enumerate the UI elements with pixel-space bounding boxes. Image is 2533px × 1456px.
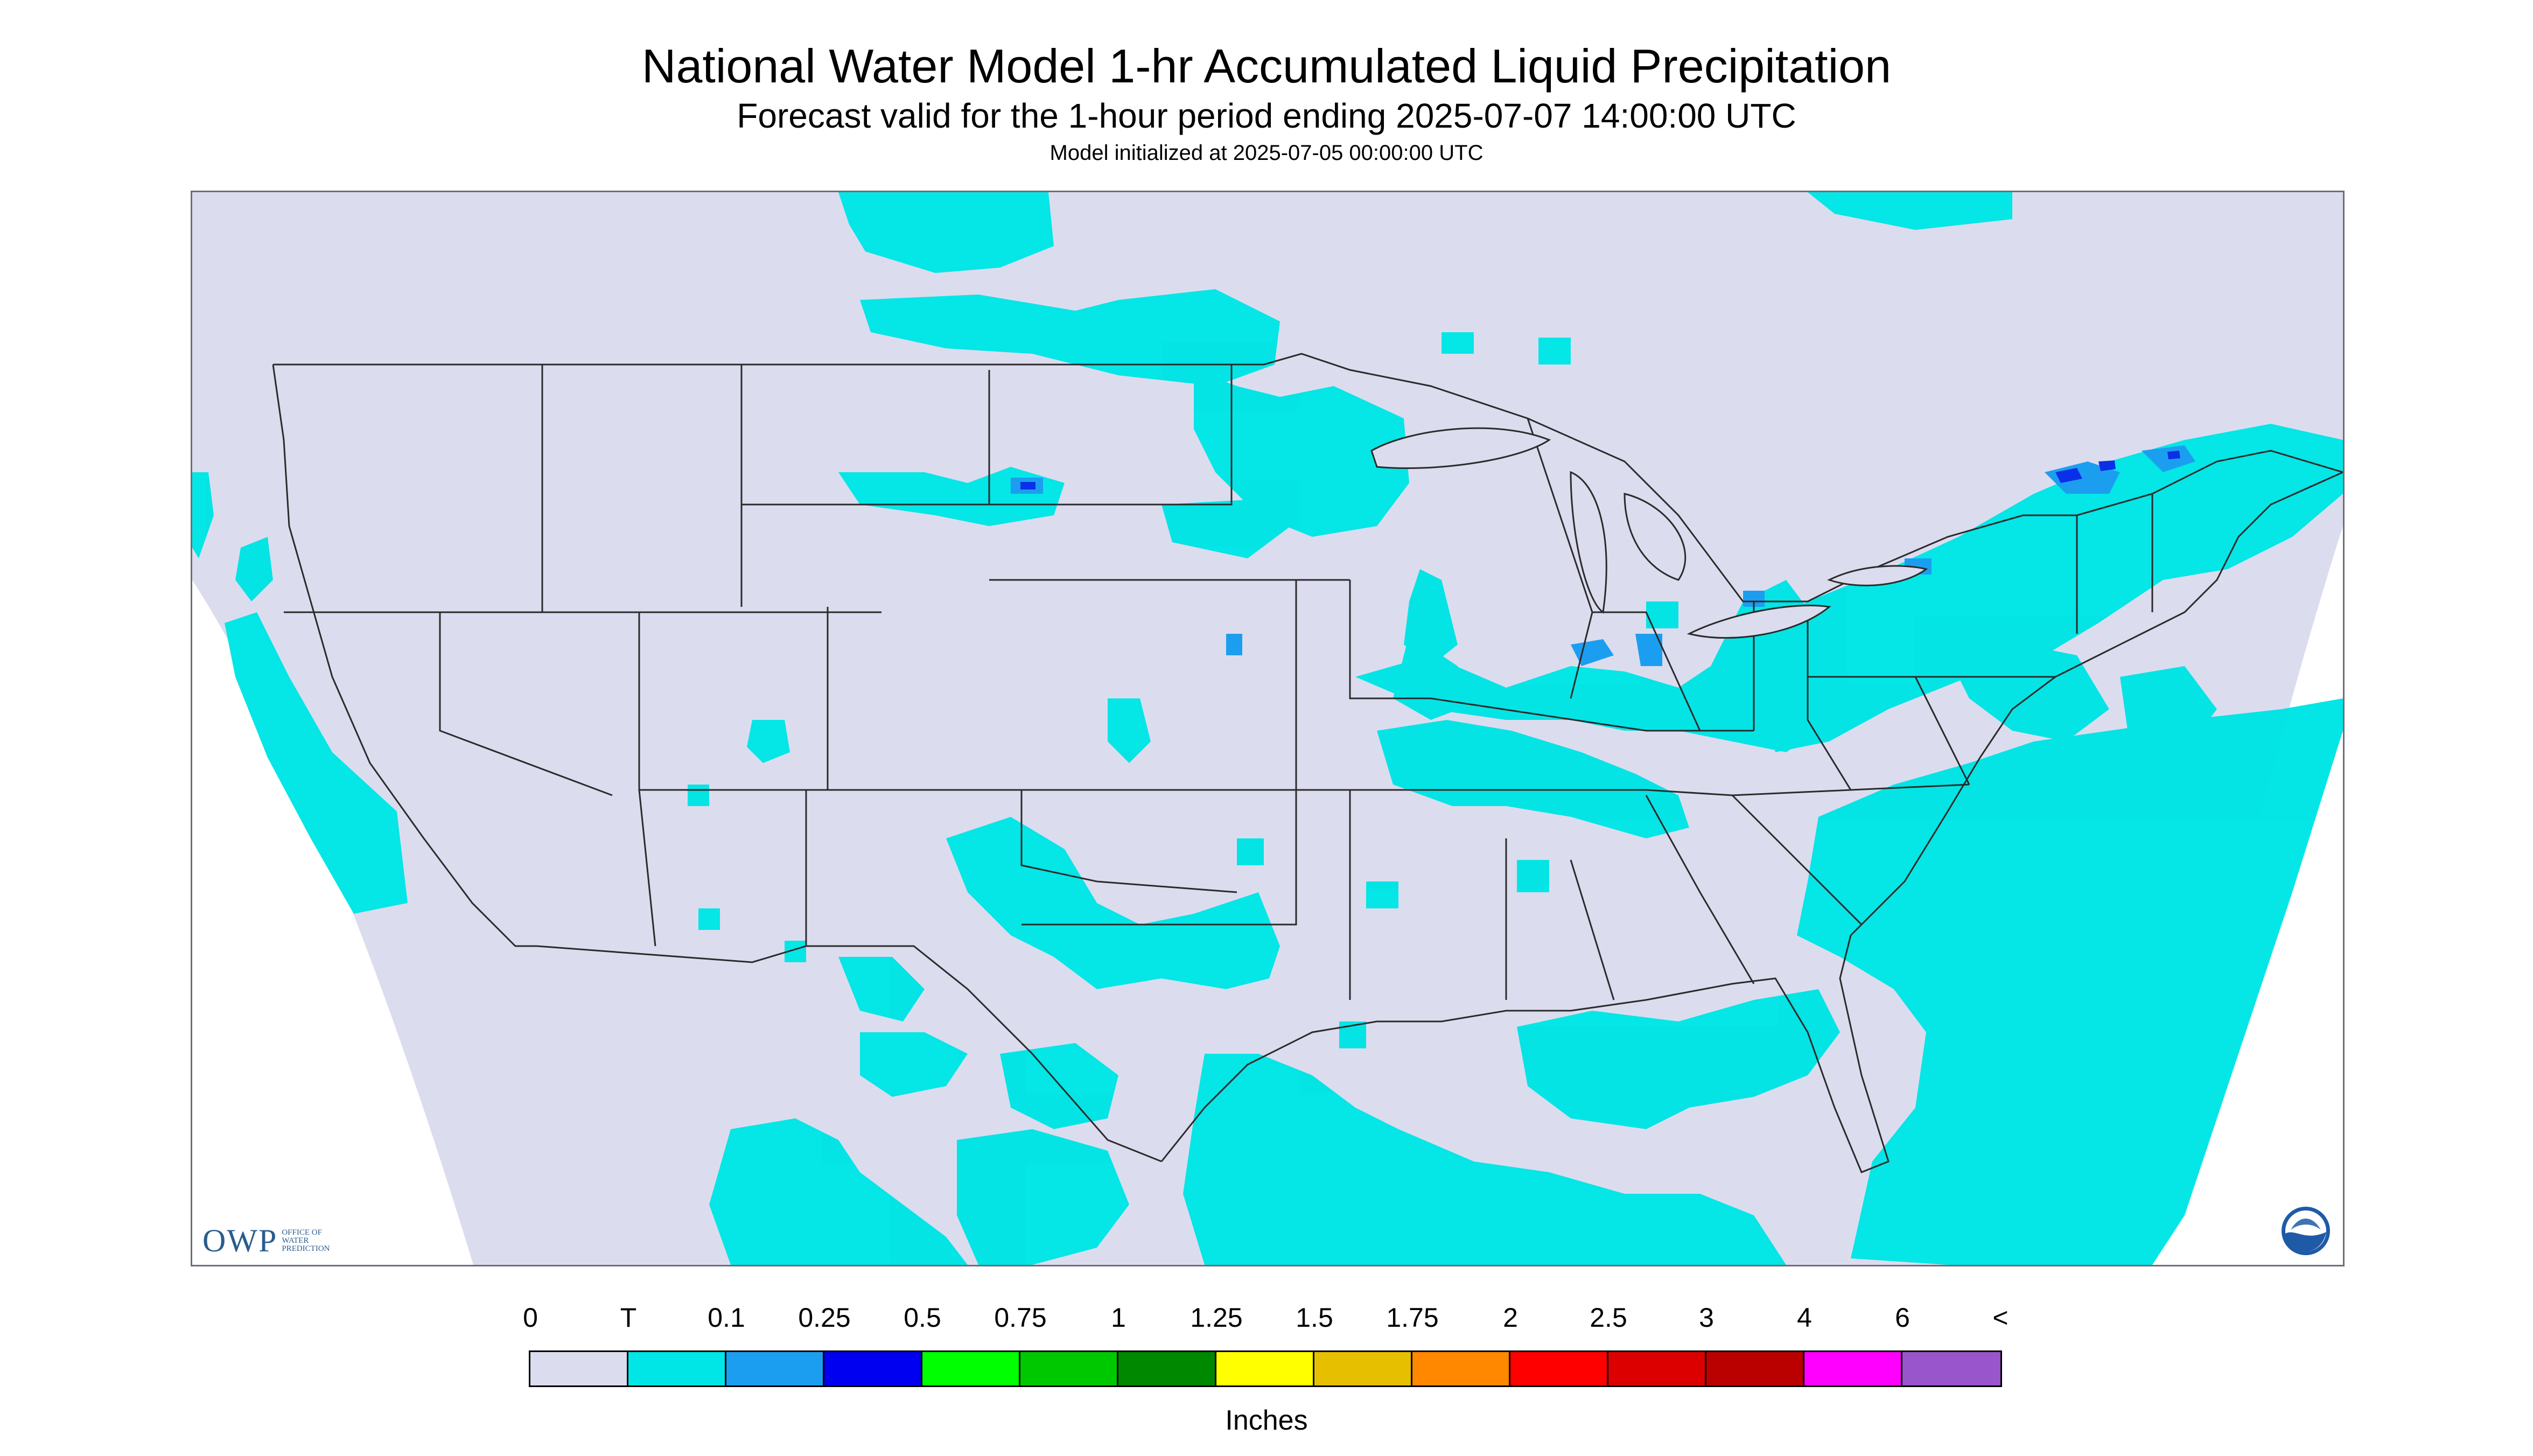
colorbar-tick-label: 0.75 (994, 1303, 1047, 1333)
colorbar-tick-label: 0.25 (798, 1303, 851, 1333)
colorbar-swatch (1118, 1352, 1216, 1385)
colorbar-swatch (1902, 1352, 2000, 1385)
colorbar-swatch (1020, 1352, 1118, 1385)
map-title: National Water Model 1-hr Accumulated Li… (641, 39, 1892, 93)
map-subtitle: Forecast valid for the 1-hour period end… (737, 96, 1796, 135)
colorbar-tick-label: 0 (523, 1303, 538, 1333)
colorbar-swatch (530, 1352, 628, 1385)
colorbar-swatch (922, 1352, 1020, 1385)
colorbar-swatch (1608, 1352, 1706, 1385)
noaa-logo-icon (2280, 1206, 2331, 1256)
colorbar-swatch (1510, 1352, 1608, 1385)
precipitation-map (191, 191, 2345, 1266)
colorbar-swatch (1706, 1352, 1804, 1385)
colorbar-tick-label: 6 (1895, 1303, 1910, 1333)
colorbar-tick-label: 1.5 (1296, 1303, 1333, 1333)
colorbar-tick-label: 0.1 (708, 1303, 745, 1333)
colorbar-swatch (1314, 1352, 1412, 1385)
colorbar-tick-label: 1 (1111, 1303, 1126, 1333)
colorbar-tick-label: 2.5 (1590, 1303, 1627, 1333)
owp-logo: OWP OFFICE OF WATER PREDICTION (202, 1222, 330, 1259)
owp-logo-line: PREDICTION (282, 1244, 330, 1253)
colorbar-tick-label: 4 (1797, 1303, 1812, 1333)
colorbar-tick-label: 1.75 (1386, 1303, 1439, 1333)
colorbar-swatch (1412, 1352, 1510, 1385)
colorbar-tick-label: < (1992, 1303, 2009, 1333)
colorbar-swatch (824, 1352, 922, 1385)
precip-blue-areas (1020, 451, 2180, 489)
precip-trace-areas (192, 192, 2343, 1265)
colorbar-swatch (726, 1352, 824, 1385)
owp-logo-mark: OWP (202, 1223, 278, 1258)
colorbar-tick-label: 2 (1503, 1303, 1518, 1333)
colorbar-tick-label: T (620, 1303, 637, 1333)
great-lakes (1370, 427, 1928, 639)
colorbar-tick-label: 0.5 (904, 1303, 941, 1333)
colorbar-labels: 0 T 0.1 0.25 0.5 0.75 1 1.25 1.5 1.75 2 2.5 3 4 6 < (0, 1302, 2533, 1340)
owp-logo-text: OFFICE OF WATER PREDICTION (282, 1229, 330, 1253)
map-canvas (192, 192, 2343, 1265)
colorbar-swatch (1216, 1352, 1314, 1385)
colorbar-tick-label: 3 (1699, 1303, 1714, 1333)
colorbar-swatch (628, 1352, 726, 1385)
colorbar-units: Inches (1225, 1405, 1308, 1436)
model-init-time: Model initialized at 2025-07-05 00:00:00… (1049, 141, 1484, 165)
owp-logo-line: WATER (282, 1236, 309, 1245)
colorbar (529, 1350, 2002, 1387)
owp-logo-line: OFFICE OF (282, 1228, 322, 1237)
colorbar-swatch (1804, 1352, 1902, 1385)
political-boundaries (272, 353, 2343, 1173)
colorbar-tick-label: 1.25 (1190, 1303, 1243, 1333)
